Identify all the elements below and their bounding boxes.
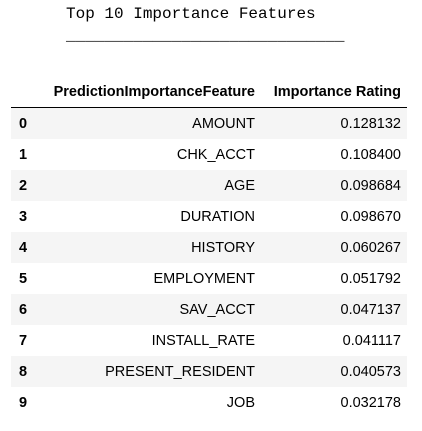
feature-cell: AMOUNT: [192, 115, 255, 132]
dataframe-table: PredictionImportanceFeature Importance R…: [11, 77, 407, 418]
rating-cell: 0.032178: [340, 394, 401, 411]
row-index: 3: [19, 208, 28, 225]
table-row: 3 DURATION 0.098670: [11, 201, 407, 232]
table-row: 4 HISTORY 0.060267: [11, 232, 407, 263]
feature-cell: INSTALL_RATE: [151, 332, 255, 349]
table-row: 9 JOB 0.032178: [11, 387, 407, 418]
output-title: Top 10 Importance Features: [66, 5, 316, 23]
header-row: PredictionImportanceFeature Importance R…: [11, 77, 407, 108]
feature-cell: PRESENT_RESIDENT: [105, 363, 255, 380]
table-body: 0 AMOUNT 0.128132 1 CHK_ACCT 0.108400 2 …: [11, 107, 407, 418]
row-index: 1: [19, 146, 28, 163]
header-rating: Importance Rating: [259, 77, 407, 108]
row-index: 9: [19, 394, 28, 411]
feature-cell: AGE: [224, 177, 255, 194]
rating-cell: 0.060267: [340, 239, 401, 256]
table-row: 0 AMOUNT 0.128132: [11, 107, 407, 139]
row-index: 2: [19, 177, 28, 194]
rating-cell: 0.128132: [340, 115, 401, 132]
row-index: 8: [19, 363, 28, 380]
rating-cell: 0.098684: [340, 177, 401, 194]
table-row: 2 AGE 0.098684: [11, 170, 407, 201]
rating-cell: 0.040573: [340, 363, 401, 380]
table-row: 8 PRESENT_RESIDENT 0.040573: [11, 356, 407, 387]
feature-cell: HISTORY: [191, 239, 255, 256]
row-index: 0: [19, 115, 28, 132]
row-index: 5: [19, 270, 28, 287]
table-row: 6 SAV_ACCT 0.047137: [11, 294, 407, 325]
header-feature: PredictionImportanceFeature: [43, 77, 259, 108]
rating-cell: 0.051792: [340, 270, 401, 287]
output-underline: _____________________________: [66, 27, 345, 45]
row-index: 7: [19, 332, 28, 349]
rating-cell: 0.041117: [342, 332, 401, 349]
feature-cell: EMPLOYMENT: [153, 270, 255, 287]
table-row: 7 INSTALL_RATE 0.041117: [11, 325, 407, 356]
table-row: 5 EMPLOYMENT 0.051792: [11, 263, 407, 294]
feature-cell: SAV_ACCT: [179, 301, 255, 318]
table-header: PredictionImportanceFeature Importance R…: [11, 77, 407, 108]
rating-cell: 0.098670: [340, 208, 401, 225]
feature-cell: DURATION: [180, 208, 255, 225]
row-index: 6: [19, 301, 28, 318]
feature-cell: JOB: [226, 394, 255, 411]
rating-cell: 0.108400: [340, 146, 401, 163]
table-row: 1 CHK_ACCT 0.108400: [11, 139, 407, 170]
rating-cell: 0.047137: [340, 301, 401, 318]
row-index: 4: [19, 239, 28, 256]
header-index: [11, 77, 43, 108]
feature-cell: CHK_ACCT: [176, 146, 255, 163]
